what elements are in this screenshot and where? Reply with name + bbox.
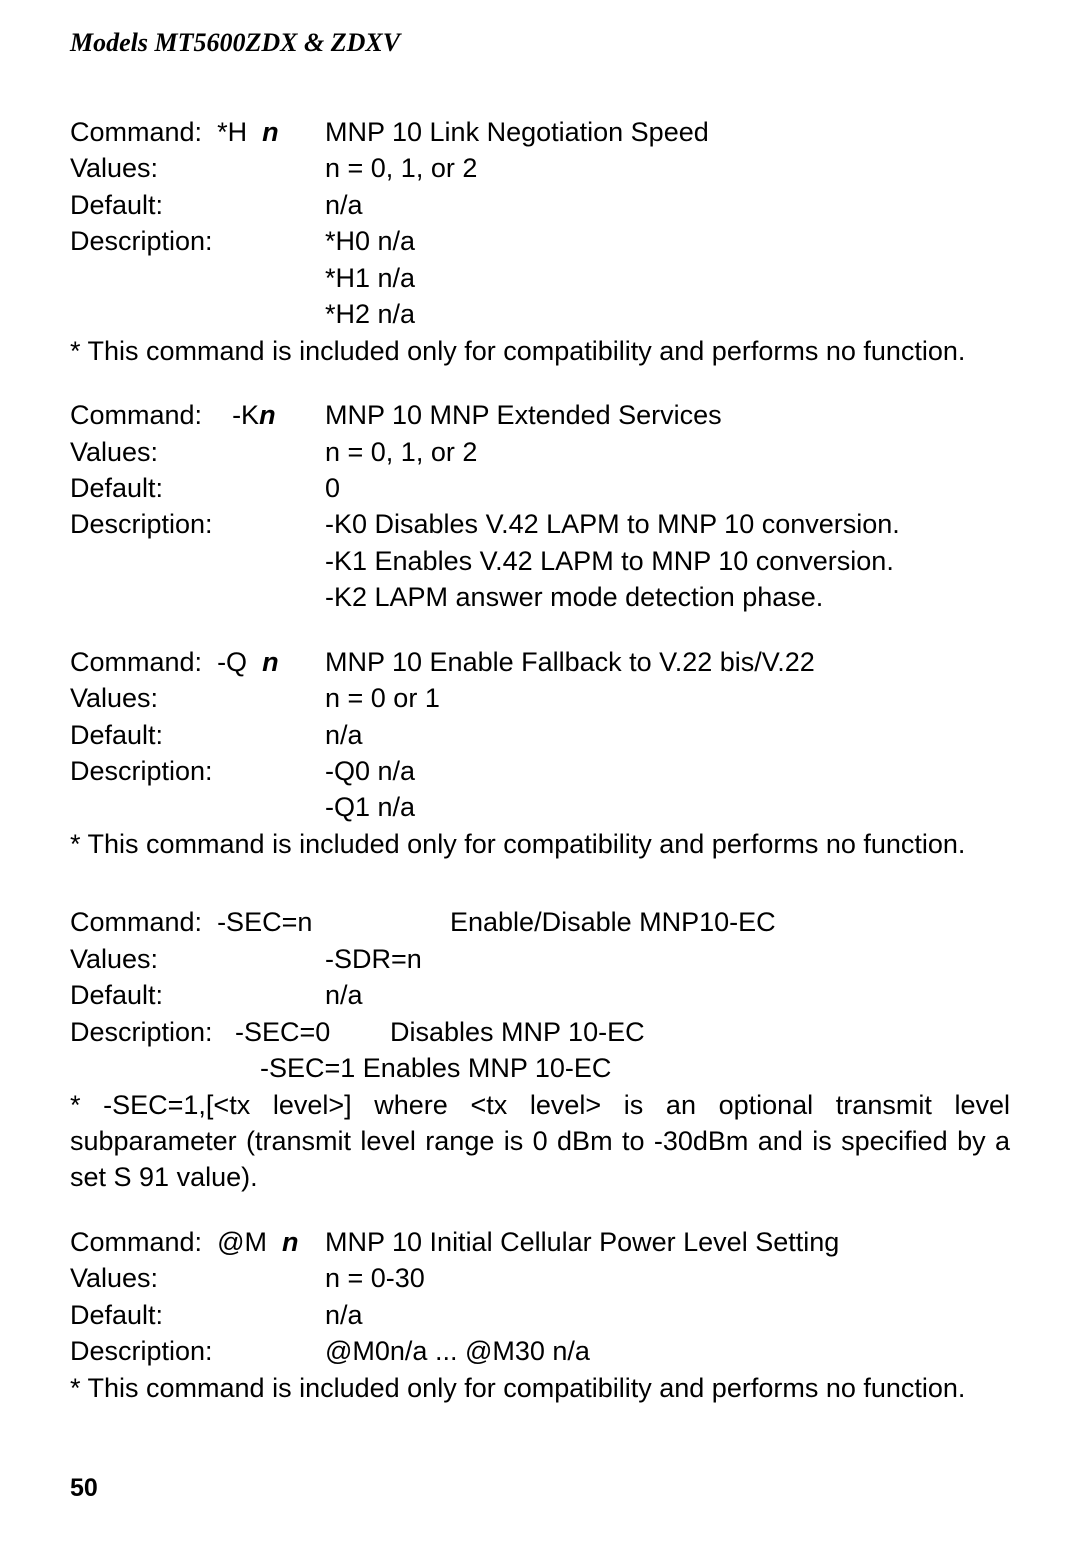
description-label: Description:: [70, 1333, 325, 1369]
description-label: Description:: [70, 506, 325, 542]
command-block: Command: @M n MNP 10 Initial Cellular Po…: [70, 1224, 1010, 1406]
description-label: Description:: [70, 223, 325, 259]
values-text: n = 0-30: [325, 1260, 1010, 1296]
default-label: Default:: [70, 717, 325, 753]
default-text: n/a: [325, 977, 1010, 1013]
default-label: Default:: [70, 1297, 325, 1333]
values-label: Values:: [70, 1260, 325, 1296]
command-title: MNP 10 Enable Fallback to V.22 bis/V.22: [325, 644, 1010, 680]
default-text: 0: [325, 470, 1010, 506]
values-text: n = 0 or 1: [325, 680, 1010, 716]
command-label: Command: *H n: [70, 114, 325, 150]
default-text: n/a: [325, 717, 1010, 753]
command-note: * -SEC=1,[<tx level>] where <tx level> i…: [70, 1087, 1010, 1196]
description-line: -SEC=1 Enables MNP 10-EC: [70, 1050, 1010, 1086]
command-block: Command: -SEC=n Enable/Disable MNP10-EC …: [70, 904, 1010, 1196]
command-note: * This command is included only for comp…: [70, 333, 1010, 369]
command-label: Command: -SEC=n: [70, 904, 450, 940]
description-label: Description:: [70, 753, 325, 789]
values-label: Values:: [70, 150, 325, 186]
command-label: Command: -Q n: [70, 644, 325, 680]
command-title: Enable/Disable MNP10-EC: [450, 904, 1010, 940]
values-label: Values:: [70, 680, 325, 716]
description-line: Disables MNP 10-EC: [390, 1014, 1010, 1050]
description-line: -K1 Enables V.42 LAPM to MNP 10 conversi…: [325, 543, 1010, 579]
description-line: -K2 LAPM answer mode detection phase.: [325, 579, 1010, 615]
values-label: Values:: [70, 434, 325, 470]
command-block: Command: -Kn MNP 10 MNP Extended Service…: [70, 397, 1010, 616]
description-label: Description:: [70, 1014, 235, 1050]
command-note: * This command is included only for comp…: [70, 826, 1010, 862]
description-code: -SEC=0: [235, 1014, 390, 1050]
values-text: -SDR=n: [325, 941, 1010, 977]
command-title: MNP 10 Initial Cellular Power Level Sett…: [325, 1224, 1010, 1260]
default-label: Default:: [70, 470, 325, 506]
page-number: 50: [70, 1474, 98, 1503]
description-line: *H2 n/a: [325, 296, 1010, 332]
description-line: @M0n/a ... @M30 n/a: [325, 1333, 1010, 1369]
command-label: Command: @M n: [70, 1224, 325, 1260]
default-text: n/a: [325, 1297, 1010, 1333]
default-label: Default:: [70, 977, 325, 1013]
description-line: *H1 n/a: [325, 260, 1010, 296]
default-label: Default:: [70, 187, 325, 223]
command-note: * This command is included only for comp…: [70, 1370, 1010, 1406]
page-header: Models MT5600ZDX & ZDXV: [70, 28, 1010, 58]
document-page: Models MT5600ZDX & ZDXV Command: *H n MN…: [0, 0, 1080, 1406]
description-line: -Q1 n/a: [325, 789, 1010, 825]
values-text: n = 0, 1, or 2: [325, 150, 1010, 186]
command-block: Command: -Q n MNP 10 Enable Fallback to …: [70, 644, 1010, 863]
command-block: Command: *H n MNP 10 Link Negotiation Sp…: [70, 114, 1010, 369]
description-line: -K0 Disables V.42 LAPM to MNP 10 convers…: [325, 506, 1010, 542]
description-line: *H0 n/a: [325, 223, 1010, 259]
command-title: MNP 10 Link Negotiation Speed: [325, 114, 1010, 150]
values-text: n = 0, 1, or 2: [325, 434, 1010, 470]
default-text: n/a: [325, 187, 1010, 223]
values-label: Values:: [70, 941, 325, 977]
description-line: -Q0 n/a: [325, 753, 1010, 789]
command-label: Command: -Kn: [70, 397, 325, 433]
command-title: MNP 10 MNP Extended Services: [325, 397, 1010, 433]
